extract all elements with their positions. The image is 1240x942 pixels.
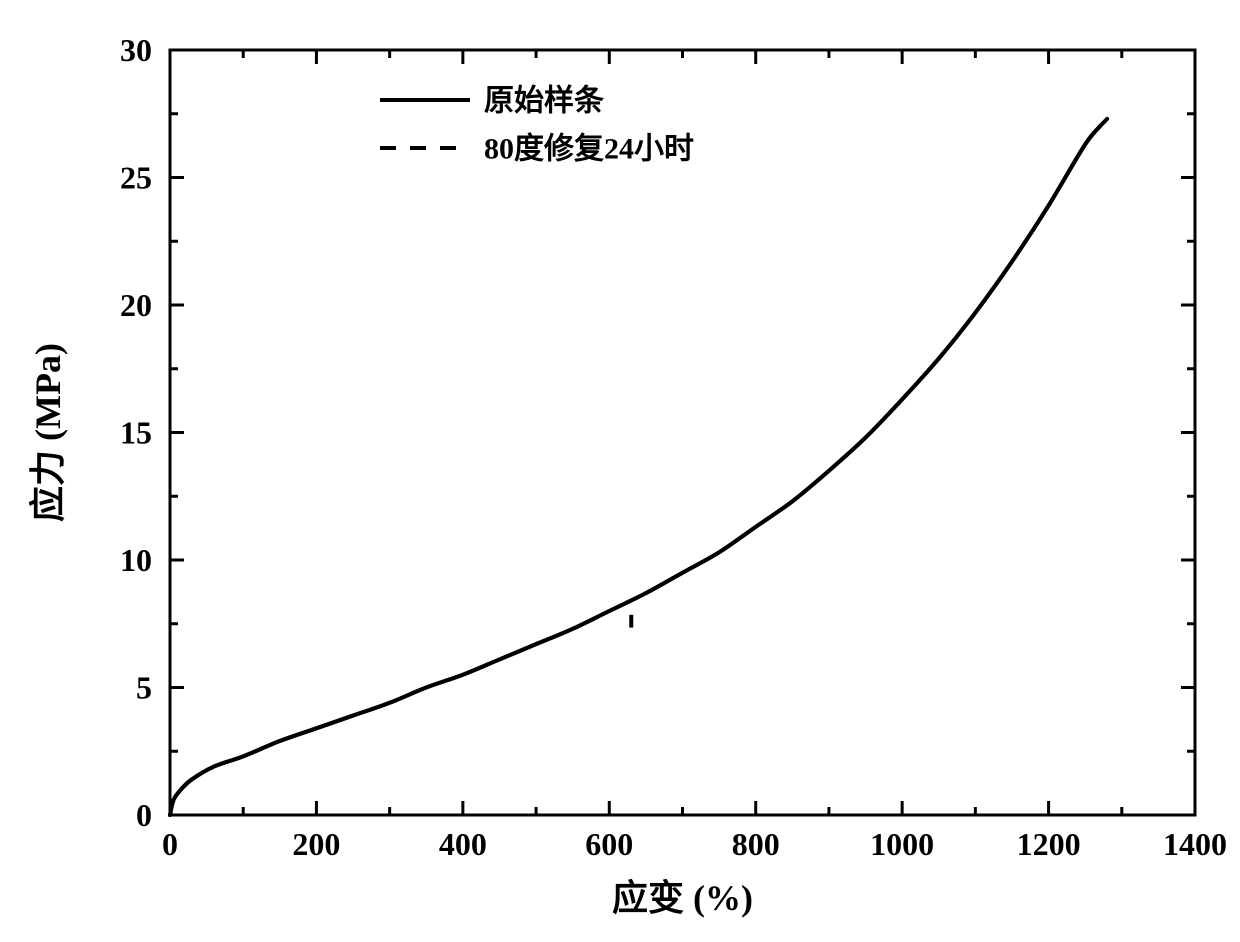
x-axis-label: 应变 (%)	[612, 877, 753, 918]
legend-label-1: 80度修复24小时	[484, 133, 694, 166]
y-tick-label: 5	[136, 670, 152, 706]
y-axis-label: 应力 (MPa)	[28, 343, 68, 522]
y-tick-label: 10	[120, 542, 152, 578]
x-tick-label: 1200	[1017, 826, 1081, 862]
x-tick-label: 0	[162, 826, 178, 862]
legend-label-0: 原始样条	[484, 85, 604, 118]
chart-svg: 0 200 400 600 800 1000 1200 1400 0 5 10 15 20 25 30 应变 …	[0, 0, 1240, 942]
x-tick-label: 200	[292, 826, 340, 862]
x-tick-label: 1400	[1163, 826, 1227, 862]
y-tick-label: 25	[120, 160, 152, 196]
y-tick-label: 20	[120, 287, 152, 323]
y-tick-label: 0	[136, 797, 152, 833]
stress-strain-chart: 0 200 400 600 800 1000 1200 1400 0 5 10 15 20 25 30 应变 …	[0, 0, 1240, 942]
x-tick-label: 600	[585, 826, 633, 862]
y-tick-label: 30	[120, 32, 152, 68]
x-tick-label: 1000	[870, 826, 934, 862]
x-tick-label: 800	[732, 826, 780, 862]
y-tick-label: 15	[120, 415, 152, 451]
x-tick-label: 400	[439, 826, 487, 862]
